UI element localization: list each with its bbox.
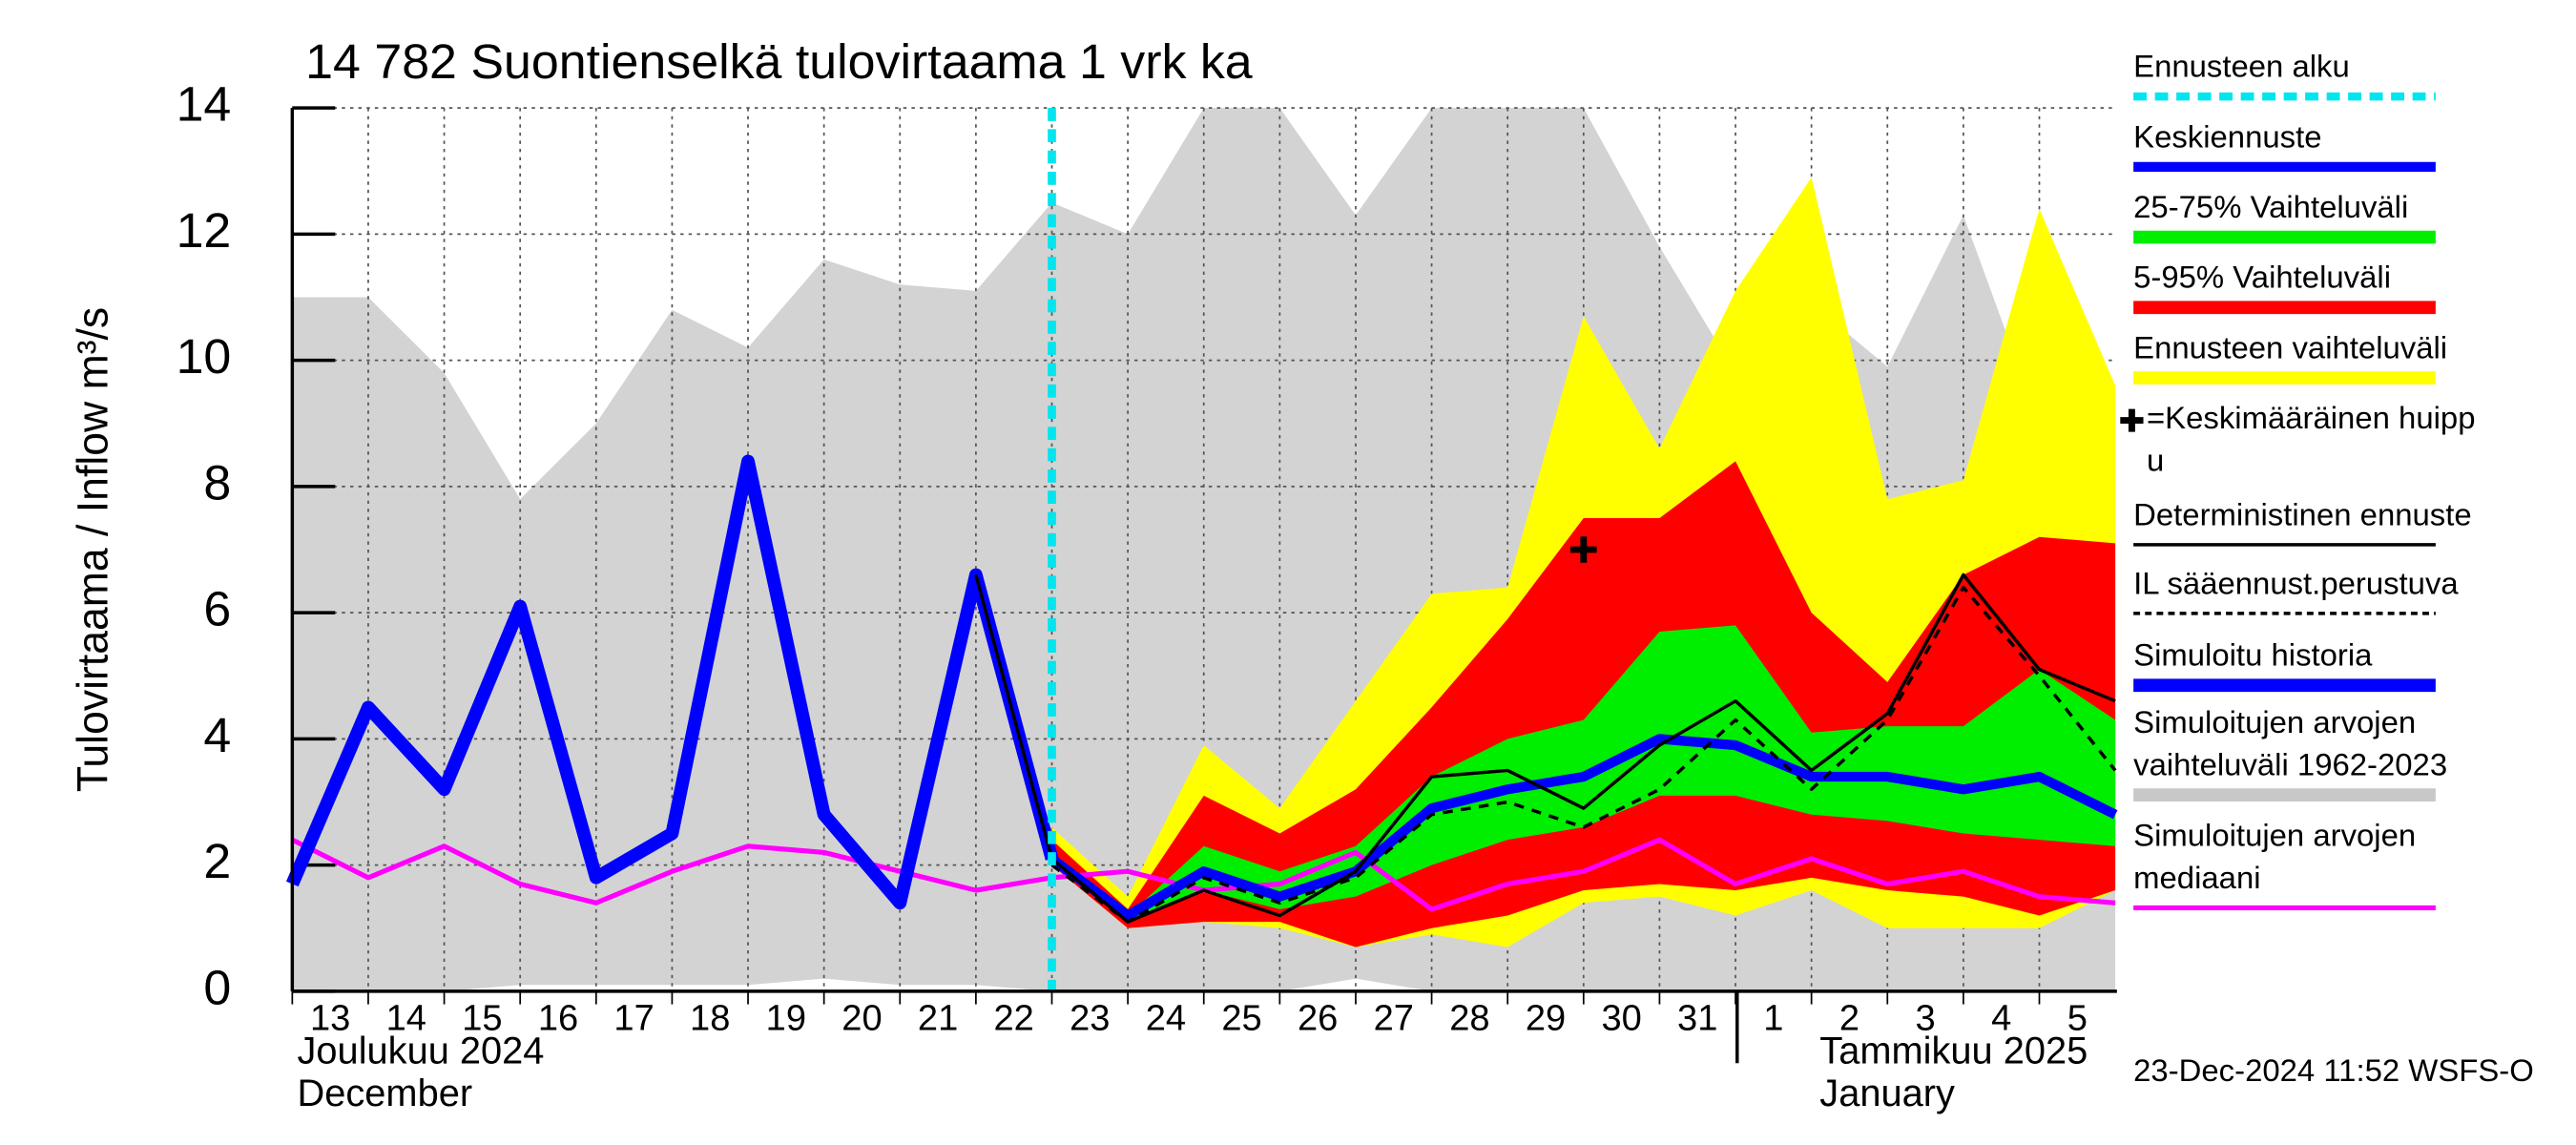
x-tick-label: 14: [386, 999, 426, 1039]
series-line: [974, 572, 2116, 924]
x-tick-label: 22: [994, 999, 1034, 1039]
series-line: [1049, 734, 2118, 921]
x-tick-label: 26: [1298, 999, 1338, 1039]
x-tick-label: 24: [1146, 999, 1186, 1039]
legend-label: Simuloitu historia: [2133, 637, 2373, 673]
x-tick-label: 27: [1374, 999, 1414, 1039]
y-tick-label: 2: [203, 833, 231, 888]
x-tick-label: 20: [841, 999, 882, 1039]
legend-label: Ennusteen alku: [2133, 49, 2350, 84]
y-tick-label: 4: [203, 707, 231, 762]
legend-label: Deterministinen ennuste: [2133, 496, 2472, 531]
x-tick-label: 3: [1915, 999, 1935, 1039]
legend-symbol: [2120, 408, 2144, 432]
legend: Ennusteen alku Keskiennuste 25-75% Vaihtel…: [2120, 49, 2476, 910]
x-tick-label: 25: [1221, 999, 1261, 1039]
legend-label: mediaani: [2133, 860, 2260, 895]
footer: 23-Dec-2024 11:52 WSFS-O: [2133, 1052, 2534, 1088]
legend-label: 5-95% Vaihteluväli: [2133, 260, 2391, 295]
x-tick-label: 16: [538, 999, 578, 1039]
x-tick-label: 5: [2067, 999, 2088, 1039]
x-tick-label: 19: [766, 999, 806, 1039]
y-tick-label: 0: [203, 960, 231, 1015]
y-tick-label: 14: [177, 76, 232, 132]
month-label: Tammikuu 2025: [1819, 1030, 2088, 1072]
x-tick-label: 28: [1449, 999, 1489, 1039]
y-tick-label: 8: [203, 455, 231, 510]
x-tick-label: 23: [1070, 999, 1110, 1039]
x-tick-label: 17: [613, 999, 654, 1039]
chart-title: 14 782 Suontienselkä tulovirtaama 1 vrk …: [305, 33, 1253, 89]
x-tick-label: 13: [310, 999, 350, 1039]
month-label: Joulukuu 2024: [298, 1030, 545, 1072]
legend-label: =Keskimääräinen huipp: [2147, 400, 2476, 435]
legend-label: Simuloitujen arvojen: [2133, 704, 2416, 739]
x-tick-label: 15: [462, 999, 502, 1039]
x-tick-label: 30: [1601, 999, 1641, 1039]
x-tick-label: 18: [690, 999, 730, 1039]
x-tick-label: 21: [918, 999, 958, 1039]
x-tick-label: 29: [1526, 999, 1566, 1039]
legend-label: Simuloitujen arvojen: [2133, 817, 2416, 852]
legend-label: Ennusteen vaihteluväli: [2133, 330, 2447, 365]
x-tick-label: 1: [1763, 999, 1783, 1039]
x-tick-label: 31: [1677, 999, 1717, 1039]
x-tick-label: 4: [1991, 999, 2011, 1039]
x-tick-label: 2: [1839, 999, 1859, 1039]
y-axis-label: Tulovirtaama / Inflow m³/s: [69, 307, 116, 792]
legend-label: vaihteluväli 1962-2023: [2133, 747, 2447, 782]
month-label: January: [1819, 1072, 1955, 1114]
month-label: December: [298, 1072, 473, 1114]
legend-label: 25-75% Vaihteluväli: [2133, 189, 2408, 224]
range-band: [1051, 461, 2116, 947]
legend-label: IL sääennust.perustuva: [2133, 565, 2459, 600]
series-line: [1050, 585, 2117, 924]
peak-marker: [1569, 536, 1597, 563]
legend-label: Keskiennuste: [2133, 118, 2321, 154]
series-line: [285, 454, 1059, 910]
y-tick-label: 10: [177, 328, 232, 384]
legend-label: u: [2147, 443, 2164, 478]
y-tick-label: 12: [177, 202, 232, 258]
y-tick-label: 6: [203, 581, 231, 636]
